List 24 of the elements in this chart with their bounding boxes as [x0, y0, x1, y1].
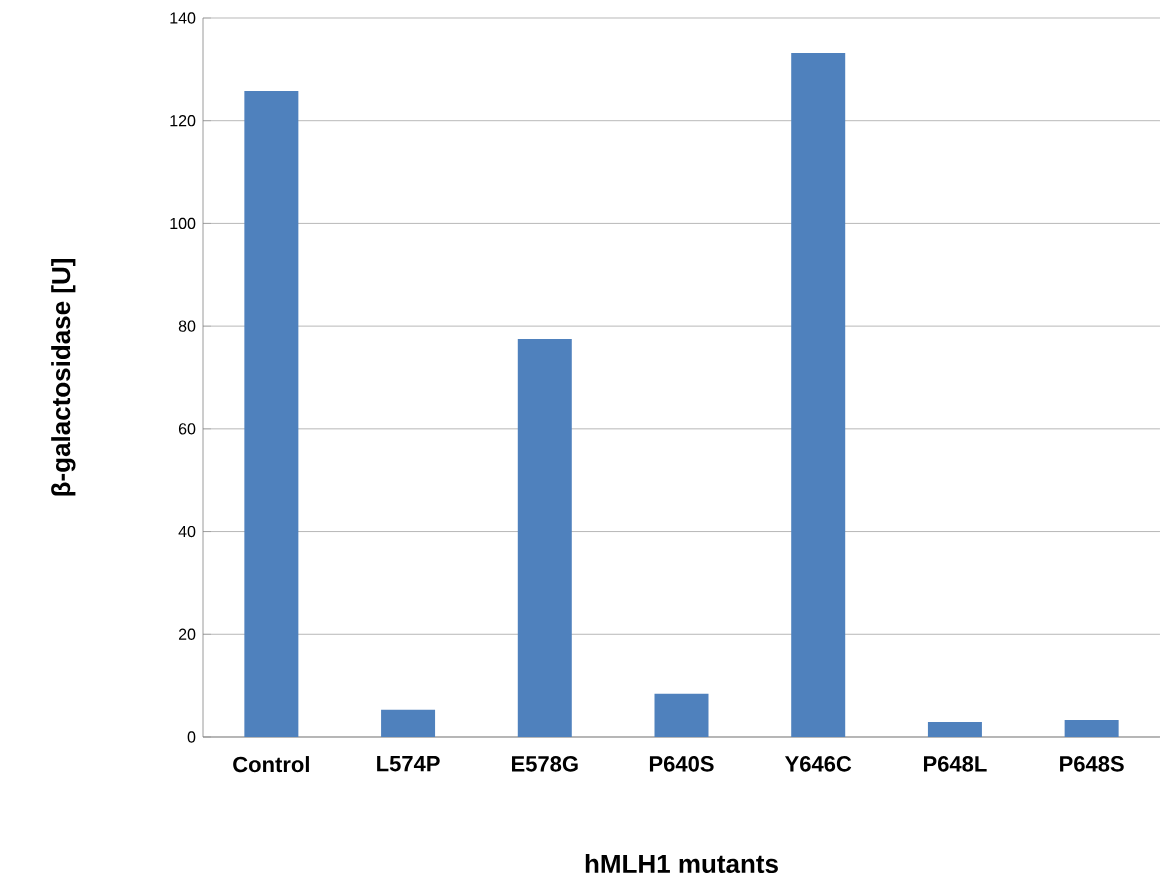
y-tick-label: 120 — [170, 115, 196, 127]
bar — [654, 693, 709, 737]
bar — [927, 722, 982, 737]
bar — [244, 90, 299, 737]
bar — [381, 709, 436, 737]
bar — [1064, 720, 1119, 737]
y-tick-label: 140 — [170, 12, 196, 24]
y-tick-label: 80 — [178, 320, 196, 332]
x-tick-label: P640S — [649, 756, 714, 772]
bar — [791, 52, 846, 737]
x-tick-label: Control — [233, 756, 309, 773]
bar — [517, 338, 572, 737]
y-tick-label: 20 — [178, 628, 196, 640]
y-axis-title: β-galactosidase [U] — [51, 259, 76, 496]
x-tick-label: Y646C — [784, 756, 852, 772]
y-tick-label: 0 — [187, 731, 196, 743]
x-axis-title: hMLH1 mutants — [585, 853, 778, 874]
y-tick-label: 100 — [170, 217, 196, 230]
x-tick-label: L574P — [377, 756, 440, 772]
x-tick-label: P648L — [923, 756, 987, 772]
y-tick-label: 60 — [178, 423, 196, 435]
x-tick-label: E578G — [512, 756, 578, 772]
x-tick-label: P648S — [1060, 756, 1124, 772]
y-tick-label: 40 — [178, 525, 196, 538]
